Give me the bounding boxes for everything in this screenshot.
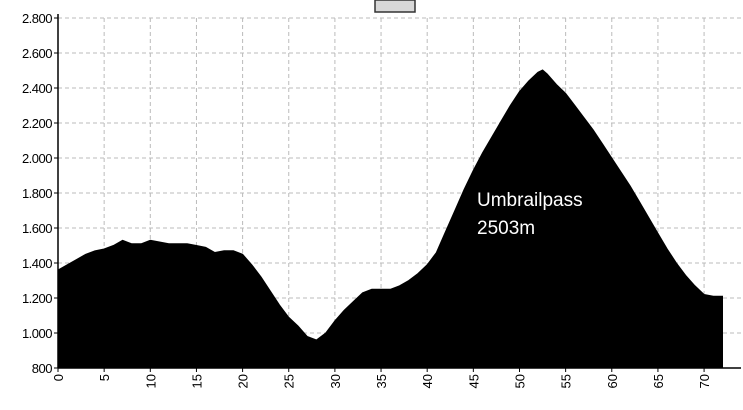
x-tick-label: 60: [605, 374, 620, 388]
x-tick-label: 35: [374, 374, 389, 388]
toolbar-button[interactable]: [374, 0, 416, 13]
x-tick-label: 45: [466, 374, 481, 388]
y-tick-label: 800: [32, 361, 52, 376]
elevation-area: [57, 69, 723, 369]
y-tick-label: 1.200: [22, 291, 52, 306]
x-tick-label: 0: [51, 374, 66, 381]
y-tick-label: 1.000: [22, 326, 52, 341]
x-tick-label: 70: [697, 374, 712, 388]
x-tick-label: 15: [189, 374, 204, 388]
y-tick-label: 2.600: [22, 46, 52, 61]
x-tick-label: 55: [559, 374, 574, 388]
x-tick-label: 40: [420, 374, 435, 388]
x-tick-label: 65: [651, 374, 666, 388]
y-tick-label: 2.000: [22, 151, 52, 166]
y-tick-label: 2.400: [22, 81, 52, 96]
annotation: Umbrailpass: [477, 190, 583, 211]
y-tick-label: 1.800: [22, 186, 52, 201]
y-tick-label: 1.400: [22, 256, 52, 271]
x-tick-label: 10: [143, 374, 158, 388]
x-tick-label: 30: [328, 374, 343, 388]
x-tick-label: 25: [282, 374, 297, 388]
x-tick-label: 50: [512, 374, 527, 388]
y-tick-label: 2.800: [22, 11, 52, 26]
x-tick-label: 5: [97, 374, 112, 381]
plot: [57, 69, 723, 369]
y-tick-label: 1.600: [22, 221, 52, 236]
x-tick-label: 20: [236, 374, 251, 388]
y-tick-label: 2.200: [22, 116, 52, 131]
annotation: 2503m: [477, 218, 535, 239]
